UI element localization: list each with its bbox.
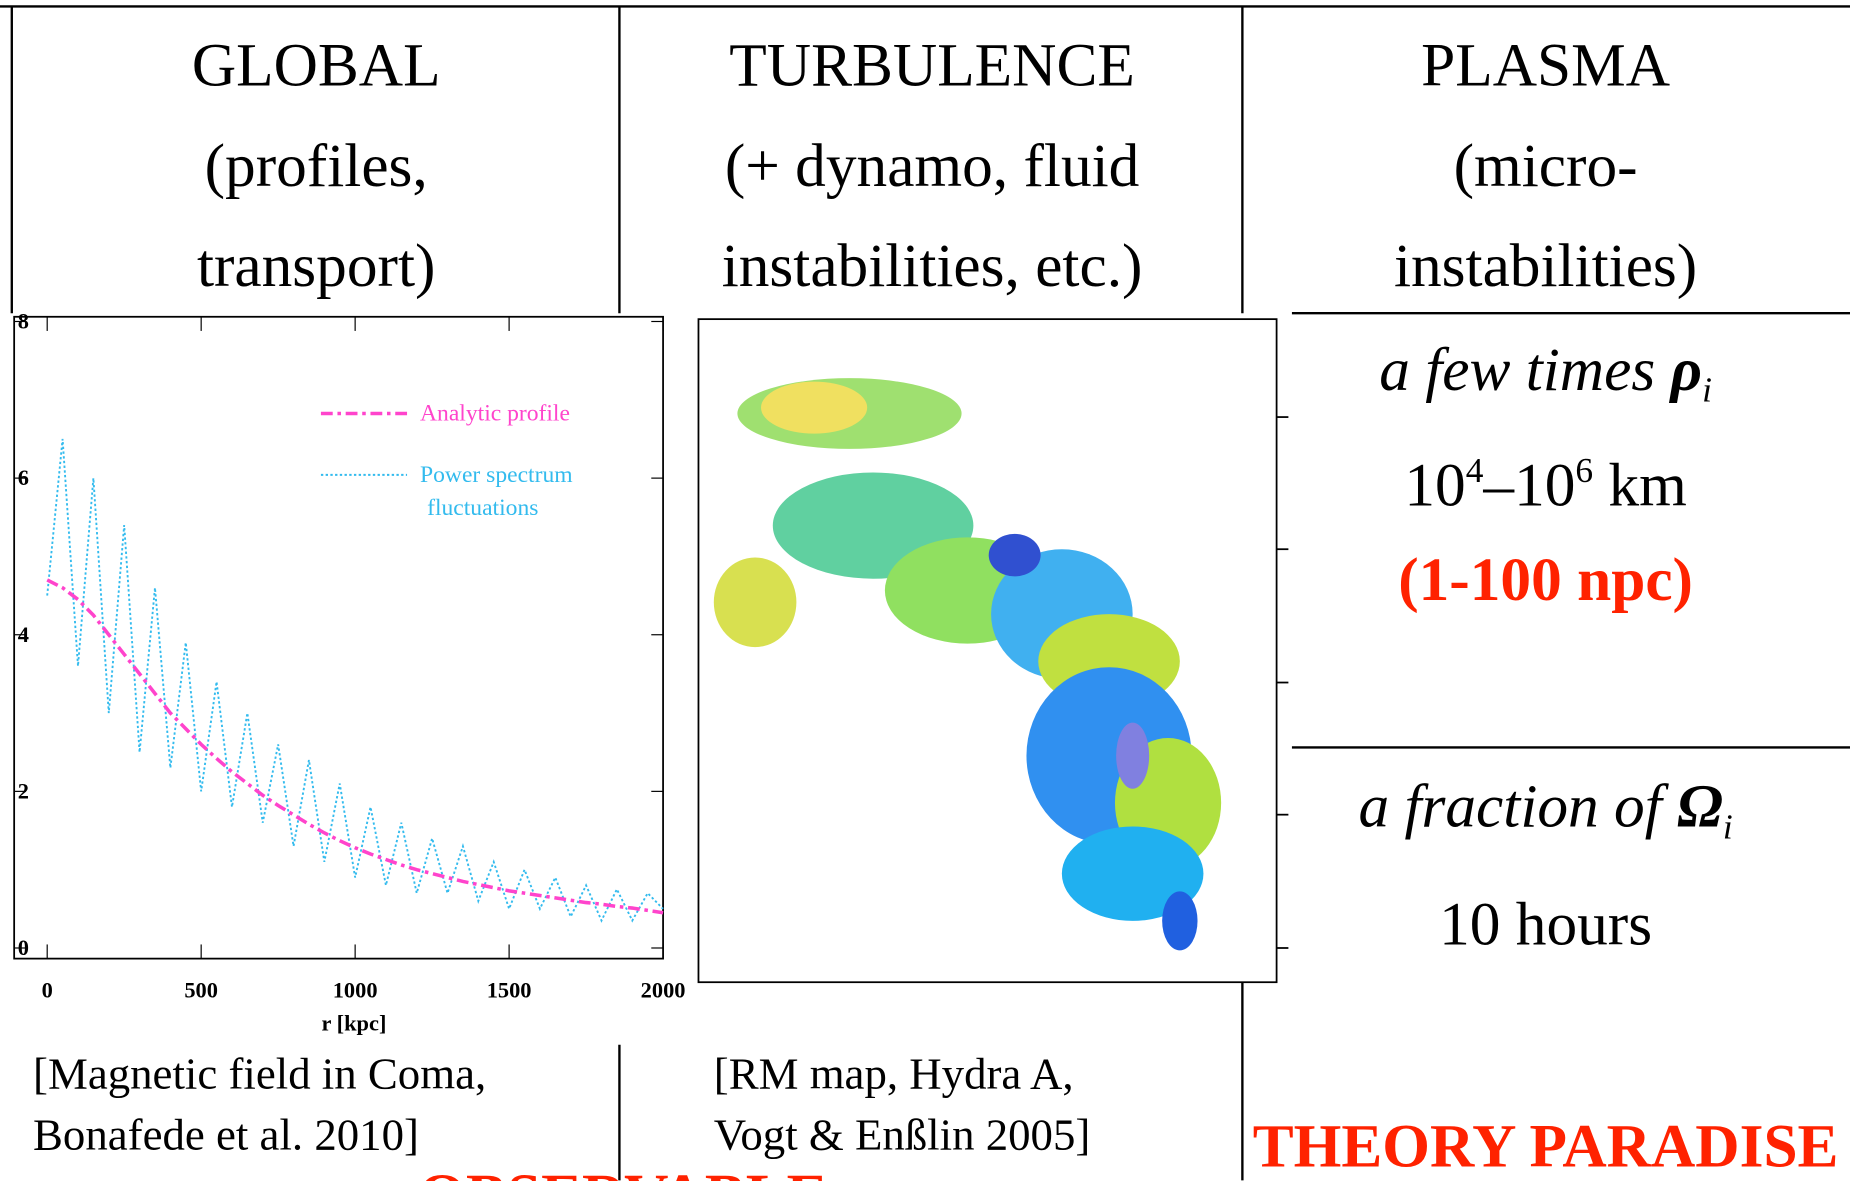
y-tick-label: 8 <box>18 309 29 334</box>
chart: 0 2 4 6 8 0 500 1000 1500 2000 r [kpc] Analytic pro… <box>14 309 685 1036</box>
base: 10 <box>1404 452 1465 520</box>
x-tick-label: 500 <box>184 978 218 1003</box>
caption: Bonafede et al. 2010] <box>33 1110 419 1160</box>
caption: Vogt & Enßlin 2005] <box>714 1110 1091 1160</box>
y-tick-label: 2 <box>18 778 29 803</box>
caption: [Magnetic field in Coma, <box>33 1048 486 1098</box>
y-tick-label: 6 <box>18 465 29 490</box>
legend-label: Analytic profile <box>420 401 570 427</box>
symbol: ρ <box>1669 336 1703 404</box>
y-tick-label: 0 <box>18 935 29 960</box>
x-tick-label: 1000 <box>333 978 378 1003</box>
length-scale: a few times ρi <box>1379 336 1712 410</box>
x-tick-label: 0 <box>42 978 53 1003</box>
column-subtitle: instabilities, etc.) <box>722 232 1143 300</box>
column-subtitle: transport) <box>197 232 436 300</box>
base: –10 <box>1482 452 1575 520</box>
column-title: PLASMA <box>1421 32 1670 100</box>
theory-label: THEORY PARADISE <box>1253 1112 1839 1180</box>
subscript: i <box>1723 806 1733 846</box>
time-scale: a fraction of Ωi <box>1358 772 1732 846</box>
x-tick-label: 1500 <box>487 978 532 1003</box>
x-axis-label: r [kpc] <box>321 1011 386 1036</box>
unit: km <box>1593 452 1687 520</box>
rm-map <box>698 319 1288 982</box>
column-subtitle: (profiles, <box>205 132 428 200</box>
label: a fraction of <box>1358 772 1677 840</box>
column-subtitle: (micro- <box>1454 132 1638 200</box>
length-value: 104–106 km <box>1404 450 1686 520</box>
time-value: 10 hours <box>1439 890 1652 958</box>
column-title: TURBULENCE <box>729 32 1135 100</box>
slide: GLOBAL (profiles, transport) TURBULENCE … <box>0 0 1850 1181</box>
exponent: 6 <box>1575 450 1593 490</box>
column-subtitle: instabilities) <box>1394 232 1697 300</box>
length-note: (1-100 npc) <box>1398 546 1693 614</box>
label: a few times <box>1379 336 1670 404</box>
y-tick-label: 4 <box>18 622 29 647</box>
column-subtitle: (+ dynamo, fluid <box>725 132 1140 200</box>
observable-label: OBSERVABLE <box>418 1162 827 1181</box>
symbol: Ω <box>1677 772 1723 840</box>
subscript: i <box>1702 370 1712 410</box>
caption: [RM map, Hydra A, <box>714 1048 1074 1098</box>
column-title: GLOBAL <box>192 32 441 100</box>
x-tick-label: 2000 <box>641 978 686 1003</box>
exponent: 4 <box>1466 450 1484 490</box>
